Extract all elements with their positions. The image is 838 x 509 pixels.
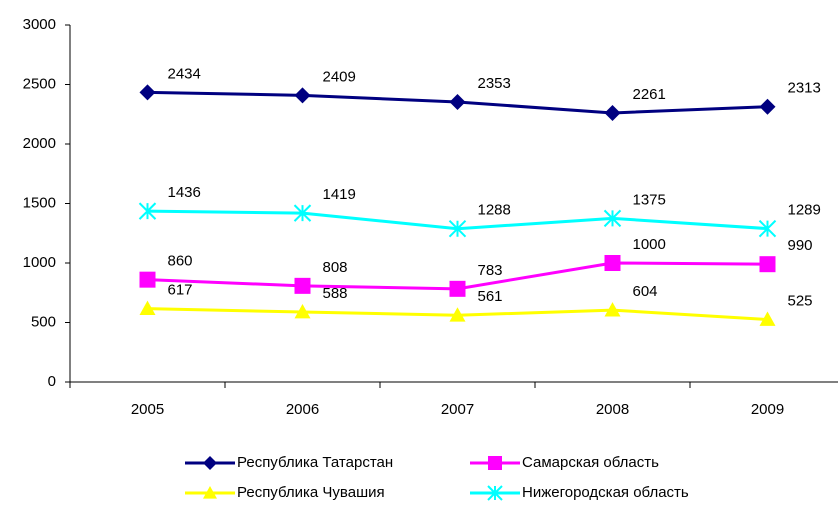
y-tick-label: 2500	[23, 75, 56, 92]
marker	[449, 93, 466, 110]
marker	[604, 255, 621, 271]
y-tick-label: 1000	[23, 254, 56, 271]
data-label: 617	[168, 282, 193, 299]
marker	[203, 486, 217, 499]
data-label: 1419	[323, 186, 356, 203]
marker	[448, 220, 467, 238]
marker	[487, 485, 503, 501]
marker	[293, 204, 312, 222]
data-label: 2434	[168, 65, 201, 82]
x-tick-label: 2006	[286, 401, 319, 418]
data-label: 588	[323, 285, 348, 302]
marker	[203, 456, 217, 470]
data-label: 561	[478, 288, 503, 305]
y-tick-label: 500	[31, 313, 56, 330]
data-label: 783	[478, 262, 503, 279]
data-label: 525	[788, 292, 813, 309]
x-tick-label: 2005	[131, 401, 164, 418]
marker	[139, 84, 156, 101]
legend-label: Самарская область	[522, 454, 659, 471]
data-label: 990	[788, 237, 813, 254]
legend-label: Республика Чувашия	[237, 484, 385, 501]
marker	[139, 300, 156, 315]
marker	[759, 311, 776, 326]
x-tick-label: 2008	[596, 401, 629, 418]
legend-label: Нижегородская область	[522, 484, 689, 501]
y-tick-label: 3000	[23, 16, 56, 33]
marker	[604, 104, 621, 121]
y-tick-label: 2000	[23, 135, 56, 152]
data-label: 1288	[478, 202, 511, 219]
marker	[758, 219, 777, 238]
marker	[449, 307, 466, 322]
data-label: 2409	[323, 68, 356, 85]
marker	[138, 202, 157, 220]
marker	[759, 256, 776, 273]
data-label: 860	[168, 253, 193, 270]
data-label: 2261	[633, 86, 666, 103]
marker	[449, 280, 466, 297]
data-label: 604	[633, 283, 658, 300]
data-label: 2353	[478, 75, 511, 92]
marker	[294, 87, 311, 104]
marker	[603, 209, 622, 228]
legend-label: Республика Татарстан	[237, 454, 393, 471]
data-label: 1436	[168, 184, 201, 201]
marker	[294, 304, 311, 319]
marker	[488, 456, 502, 470]
marker	[604, 302, 621, 317]
data-label: 1289	[788, 202, 821, 219]
data-label: 1000	[633, 236, 666, 253]
x-tick-label: 2007	[441, 401, 474, 418]
y-tick-label: 0	[48, 373, 56, 390]
marker	[759, 98, 776, 115]
y-tick-label: 1500	[23, 194, 56, 211]
x-tick-label: 2009	[751, 401, 784, 418]
marker	[139, 271, 156, 288]
marker	[294, 277, 311, 294]
data-label: 2313	[788, 80, 821, 97]
data-label: 808	[323, 259, 348, 276]
data-label: 1375	[633, 191, 666, 208]
